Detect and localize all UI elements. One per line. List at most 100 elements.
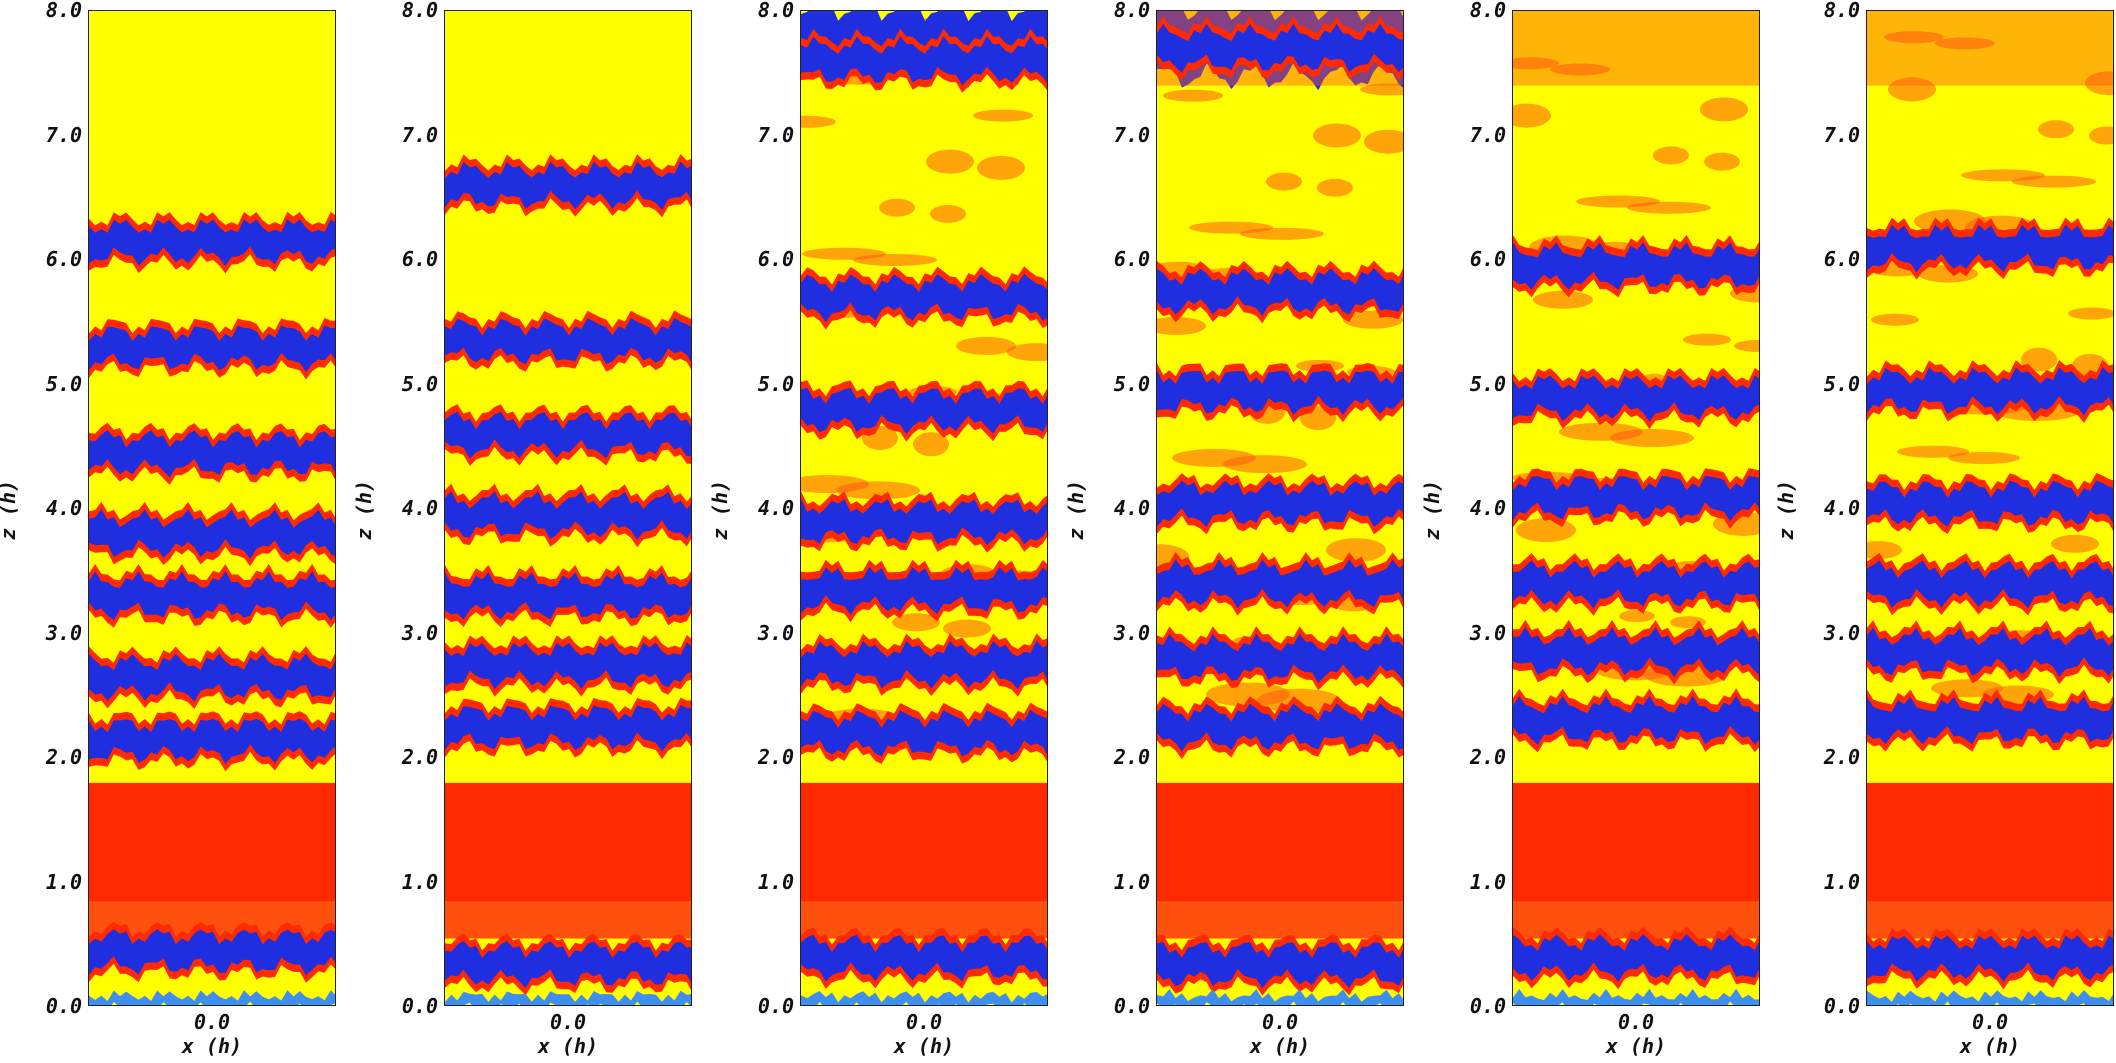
blue-layer <box>1867 560 2113 609</box>
blue-layer <box>1867 224 2113 273</box>
turbulent-eddy <box>1240 227 1324 240</box>
z-tick-label: 6.0 <box>401 247 438 271</box>
field-image <box>800 10 1048 1006</box>
z-axis-label: z (h) <box>1064 479 1088 541</box>
z-tick-label: 0.0 <box>45 994 82 1018</box>
z-tick-label: 7.0 <box>1113 122 1150 147</box>
bottom-layer <box>1513 988 1759 1005</box>
blue-layer <box>1513 695 1759 745</box>
blue-layer <box>1157 23 1403 73</box>
z-tick-label: 0.0 <box>757 994 794 1018</box>
z-tick-label: 6.0 <box>1823 247 1860 271</box>
turbulent-eddy <box>1884 31 1944 44</box>
z-tick-label: 0.0 <box>401 994 438 1018</box>
turbulent-eddy <box>2012 175 2096 188</box>
blue-layer <box>1513 375 1759 422</box>
turbulent-eddy <box>1513 103 1551 128</box>
simulation-panel-1: 8.07.06.05.04.03.02.01.00.00.0x (h)z (h) <box>0 0 336 1058</box>
blue-layer <box>1867 480 2113 527</box>
turbulent-eddy <box>956 336 1016 355</box>
simulation-panel-2: 8.0 7.0 6.0 5.0 4.0 3.0 2.0 1.0 0.0 0.0 x (h) z (h) <box>352 0 692 1058</box>
turbulent-eddy <box>1313 123 1361 148</box>
simulation-panel-4: 8.0 7.0 6.0 5.0 4.0 3.0 2.0 1.0 0.0 0.0 x (h) z (h) <box>1064 0 1404 1058</box>
z-tick-label: 5.0 <box>1113 371 1150 396</box>
turbulent-eddy <box>1871 313 1919 326</box>
turbulent-eddy <box>1948 451 2020 464</box>
z-tick-label: 4.0 <box>45 496 82 520</box>
mixed-layer-edge <box>801 901 1047 939</box>
turbulent-eddy <box>1360 83 1403 96</box>
blue-layer <box>1157 370 1403 415</box>
z-tick-label: 0.0 <box>1113 994 1150 1018</box>
turbulent-eddy <box>1364 129 1403 154</box>
z-tick-label: 3.0 <box>45 620 82 645</box>
z-tick-label: 6.0 <box>1113 247 1150 271</box>
x-axis-label: x (h) <box>1605 1034 1667 1058</box>
blue-layer <box>445 411 691 459</box>
z-tick-label: 3.0 <box>757 620 794 645</box>
z-tick-label: 8.0 <box>1469 0 1506 22</box>
blue-layer <box>89 325 335 372</box>
z-tick-label: 7.0 <box>757 122 794 147</box>
blue-layer <box>1867 627 2113 677</box>
z-tick-label: 4.0 <box>1113 496 1150 520</box>
z-tick-label: 7.0 <box>1469 122 1506 147</box>
z-tick-label: 5.0 <box>1469 371 1506 396</box>
turbulent-eddy <box>1704 152 1740 171</box>
turbulent-eddy <box>1223 455 1307 474</box>
turbulent-eddy <box>2021 347 2057 372</box>
turbulent-eddy <box>1317 178 1353 197</box>
blue-layer <box>801 567 1047 615</box>
turbulent-eddy <box>1935 37 1995 50</box>
blue-layer <box>801 387 1047 435</box>
blue-layer <box>801 273 1047 323</box>
z-tick-label: 8.0 <box>757 0 794 22</box>
z-tick-label: 8.0 <box>45 0 82 22</box>
turbulent-eddy <box>1627 201 1711 214</box>
blue-layer <box>89 509 335 559</box>
turbulent-eddy <box>1610 429 1694 448</box>
z-tick-label: 3.0 <box>1469 620 1506 645</box>
blue-layer <box>801 934 1047 982</box>
blue-layer <box>1157 559 1403 609</box>
turbulent-eddy <box>1157 316 1206 335</box>
field-image <box>1866 10 2114 1006</box>
turbulent-eddy <box>1734 339 1759 352</box>
blue-layer <box>1157 268 1403 316</box>
z-tick-label: 7.0 <box>45 122 82 147</box>
z-tick-label: 1.0 <box>757 869 794 894</box>
turbulent-eddy <box>926 149 974 174</box>
x-tick-label: 0.0 <box>549 1010 587 1034</box>
blue-layer <box>89 929 335 976</box>
turbulent-eddy <box>1007 343 1047 362</box>
turbulent-eddy <box>943 619 991 638</box>
blue-layer <box>89 718 335 764</box>
turbulent-eddy <box>879 198 915 217</box>
field-plot <box>1867 11 2113 1005</box>
bottom-layer <box>1157 989 1403 1005</box>
blue-layer <box>89 653 335 702</box>
mixed-layer-edge <box>445 901 691 939</box>
z-tick-label: 8.0 <box>1823 0 1860 22</box>
z-tick-label: 0.0 <box>1823 994 1860 1018</box>
z-tick-label: 5.0 <box>401 371 438 396</box>
turbulent-eddy <box>930 204 966 223</box>
field-plot <box>1513 11 1759 1005</box>
z-tick-label: 2.0 <box>757 745 794 769</box>
x-axis-label: x (h) <box>537 1034 599 1058</box>
z-tick-label: 2.0 <box>45 745 82 769</box>
z-tick-label: 4.0 <box>757 496 794 520</box>
z-tick-label: 2.0 <box>401 745 438 769</box>
blue-layer <box>1157 633 1403 683</box>
turbulent-eddy <box>913 432 949 457</box>
turbulent-eddy <box>1867 541 1902 560</box>
x-tick-label: 0.0 <box>905 1010 943 1034</box>
z-tick-label: 3.0 <box>1823 620 1860 645</box>
z-tick-label: 1.0 <box>401 869 438 894</box>
turbulent-eddy <box>1533 290 1593 309</box>
z-tick-label: 8.0 <box>401 0 438 22</box>
z-axis-label: z (h) <box>0 479 20 540</box>
blue-layer <box>1157 942 1403 989</box>
turbulent-eddy <box>1619 610 1655 623</box>
z-tick-label: 5.0 <box>45 371 82 396</box>
